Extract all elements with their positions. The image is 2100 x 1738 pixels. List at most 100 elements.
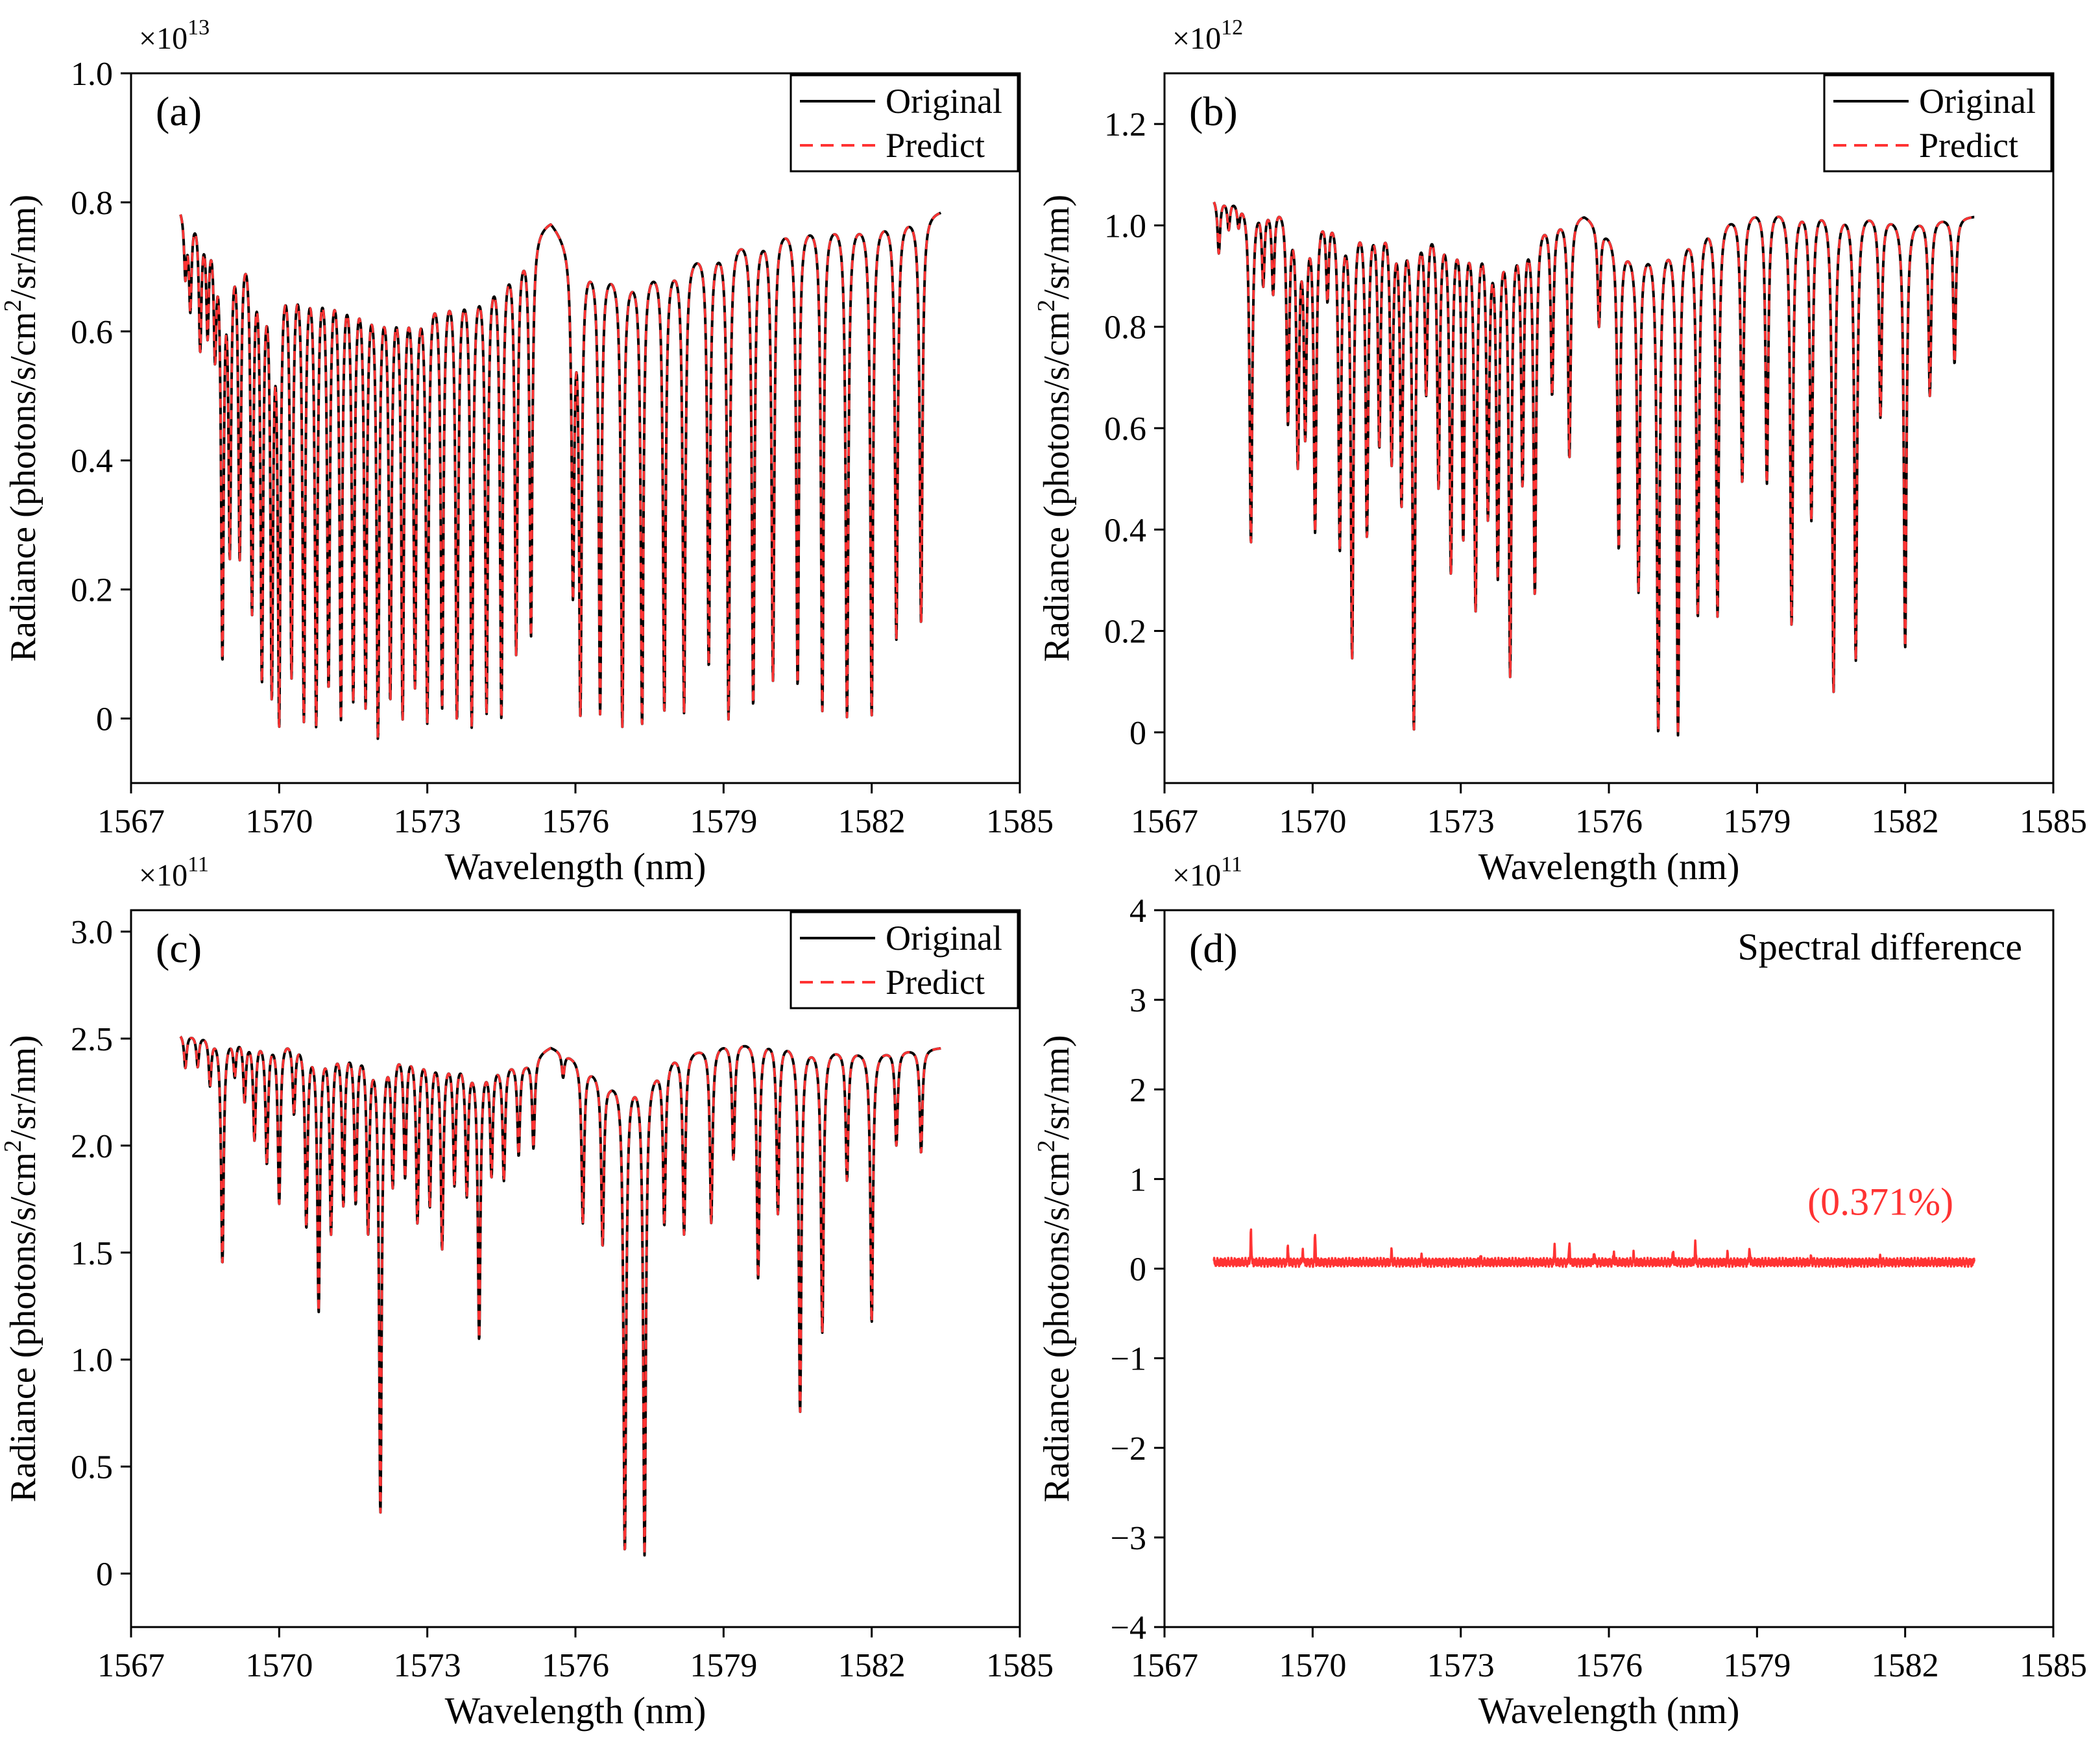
y-tick-label: 0.4 bbox=[1104, 512, 1146, 549]
y-tick-label: 1.0 bbox=[1104, 208, 1146, 245]
x-tick-label: 1579 bbox=[1723, 1647, 1791, 1684]
axis-exponent: ×1013 bbox=[139, 16, 210, 56]
y-axis-label-tail: /sr/nm) bbox=[1037, 1035, 1077, 1140]
y-axis-label-main: Radiance (photons/s/cm bbox=[3, 312, 43, 662]
x-tick-label: 1585 bbox=[986, 1647, 1054, 1684]
axis-exponent-power: 13 bbox=[187, 16, 210, 40]
y-tick-label: 0 bbox=[1129, 1251, 1146, 1288]
plot-area bbox=[179, 1035, 942, 1557]
y-tick-label: 3 bbox=[1129, 982, 1146, 1019]
x-tick-label: 1576 bbox=[1575, 803, 1643, 840]
legend-predict-label: Predict bbox=[1919, 126, 2018, 165]
y-axis-label-tail: /sr/nm) bbox=[3, 1035, 43, 1140]
y-tick-label: 1.5 bbox=[71, 1235, 113, 1272]
x-tick-label: 1573 bbox=[1427, 803, 1495, 840]
panel-c: 1567 1570 1573 1576 1579 1582 1585 0 0.5 1.0 1.5 2.… bbox=[0, 852, 1054, 1732]
plot-area bbox=[1213, 1228, 1975, 1268]
legend-box bbox=[790, 74, 1019, 173]
y-tick-label: 0.2 bbox=[1104, 614, 1146, 651]
axis-exponent-power: 12 bbox=[1221, 16, 1243, 40]
y-tick-label: 2.5 bbox=[71, 1021, 113, 1058]
x-tick-label: 1576 bbox=[542, 1647, 609, 1684]
legend: Original Predict bbox=[790, 911, 1019, 1009]
axis-exponent-base: ×10 bbox=[139, 858, 187, 893]
y-tick-label: 1.0 bbox=[71, 56, 113, 93]
x-tick-label: 1567 bbox=[1131, 803, 1198, 840]
y-tick-label: 0 bbox=[96, 701, 113, 738]
y-tick-label: −3 bbox=[1111, 1520, 1146, 1557]
y-axis-label-sup: 2 bbox=[0, 300, 27, 312]
x-tick-label: 1570 bbox=[245, 803, 313, 840]
y-tick-label: 0.6 bbox=[71, 314, 113, 351]
y-tick-label: 0.8 bbox=[1104, 309, 1146, 346]
x-tick-label: 1573 bbox=[1427, 1647, 1495, 1684]
series-difference-line bbox=[1213, 1228, 1975, 1268]
x-tick-label: 1582 bbox=[838, 1647, 906, 1684]
y-tick-label: 2 bbox=[1129, 1072, 1146, 1109]
y-tick-label: 1 bbox=[1129, 1161, 1146, 1198]
x-tick-label: 1585 bbox=[2020, 803, 2087, 840]
x-tick-label: 1570 bbox=[1279, 803, 1346, 840]
spectral-difference-title: Spectral difference bbox=[1737, 926, 2022, 968]
y-tick-label: 0.2 bbox=[71, 572, 113, 609]
y-tick-label: −1 bbox=[1111, 1341, 1146, 1378]
x-tick-label: 1579 bbox=[1723, 803, 1791, 840]
y-axis-label-main: Radiance (photons/s/cm bbox=[3, 1152, 43, 1503]
x-tick-label: 1582 bbox=[1872, 803, 1939, 840]
y-axis-label-sup: 2 bbox=[0, 1140, 27, 1152]
x-axis-label: Wavelength (nm) bbox=[445, 845, 706, 887]
x-tick-label: 1582 bbox=[1872, 1647, 1939, 1684]
series-predict-line bbox=[179, 1035, 942, 1557]
panel-label: (b) bbox=[1189, 88, 1238, 134]
y-tick-label: 0 bbox=[96, 1556, 113, 1593]
y-axis-label: Radiance (photons/s/cm2/sr/nm) bbox=[1033, 195, 1077, 662]
y-tick-label: 0.6 bbox=[1104, 411, 1146, 448]
y-axis-label: Radiance (photons/s/cm2/sr/nm) bbox=[0, 1035, 43, 1502]
axis-exponent-base: ×10 bbox=[139, 21, 187, 56]
y-axis-label: Radiance (photons/s/cm2/sr/nm) bbox=[1033, 1035, 1077, 1502]
relative-error-annotation: (0.371%) bbox=[1807, 1181, 1953, 1224]
axis-exponent-power: 11 bbox=[1221, 852, 1242, 876]
y-axis-label-main: Radiance (photons/s/cm bbox=[1037, 312, 1077, 662]
x-tick-label: 1576 bbox=[542, 803, 609, 840]
x-tick-label: 1567 bbox=[1131, 1647, 1198, 1684]
y-tick-label: 1.0 bbox=[71, 1342, 113, 1379]
series-original-line bbox=[179, 1035, 942, 1557]
y-tick-label: 0.4 bbox=[71, 443, 113, 480]
panel-b: 1567 1570 1573 1576 1579 1582 1585 0 0.2 0.4 0.6 0.… bbox=[1033, 16, 2087, 887]
axis-exponent: ×1011 bbox=[139, 852, 209, 893]
y-axis-label-tail: /sr/nm) bbox=[1037, 195, 1077, 300]
panel-a: 1567 1570 1573 1576 1579 1582 1585 0 0.2 0.4 0.6 0.… bbox=[0, 16, 1054, 887]
x-tick-label: 1576 bbox=[1575, 1647, 1643, 1684]
series-predict-line bbox=[1213, 201, 1975, 737]
axis-exponent-power: 11 bbox=[187, 852, 209, 876]
legend-box bbox=[790, 911, 1019, 1009]
plot-frame bbox=[1163, 909, 2055, 1628]
legend-predict-label: Predict bbox=[886, 126, 985, 165]
plot-area bbox=[1213, 201, 1975, 737]
x-axis-label: Wavelength (nm) bbox=[445, 1689, 706, 1732]
y-tick-label: 1.2 bbox=[1104, 106, 1146, 143]
series-predict-line bbox=[179, 211, 942, 740]
y-axis-label: Radiance (photons/s/cm2/sr/nm) bbox=[0, 195, 43, 662]
x-tick-label: 1579 bbox=[690, 1647, 757, 1684]
panel-d: 1567 1570 1573 1576 1579 1582 1585 −4 −3 −2 −1 0 1 2 3… bbox=[1033, 852, 2087, 1732]
x-axis-label: Wavelength (nm) bbox=[1478, 845, 1740, 887]
plot-frame bbox=[130, 909, 1021, 1628]
y-tick-label: 0.8 bbox=[71, 185, 113, 222]
x-tick-label: 1579 bbox=[690, 803, 757, 840]
y-tick-label: −4 bbox=[1111, 1610, 1146, 1647]
plot-area bbox=[179, 211, 942, 740]
panel-label: (d) bbox=[1189, 925, 1238, 971]
axis-exponent-base: ×10 bbox=[1172, 858, 1221, 893]
x-tick-label: 1582 bbox=[838, 803, 906, 840]
y-axis-label-sup: 2 bbox=[1033, 300, 1060, 312]
y-tick-label: 2.0 bbox=[71, 1128, 113, 1165]
y-axis-label-main: Radiance (photons/s/cm bbox=[1037, 1152, 1077, 1503]
x-tick-label: 1567 bbox=[97, 1647, 165, 1684]
y-tick-label: 4 bbox=[1129, 893, 1146, 930]
legend-predict-label: Predict bbox=[886, 963, 985, 1002]
x-tick-label: 1570 bbox=[245, 1647, 313, 1684]
x-tick-label: 1585 bbox=[2020, 1647, 2087, 1684]
